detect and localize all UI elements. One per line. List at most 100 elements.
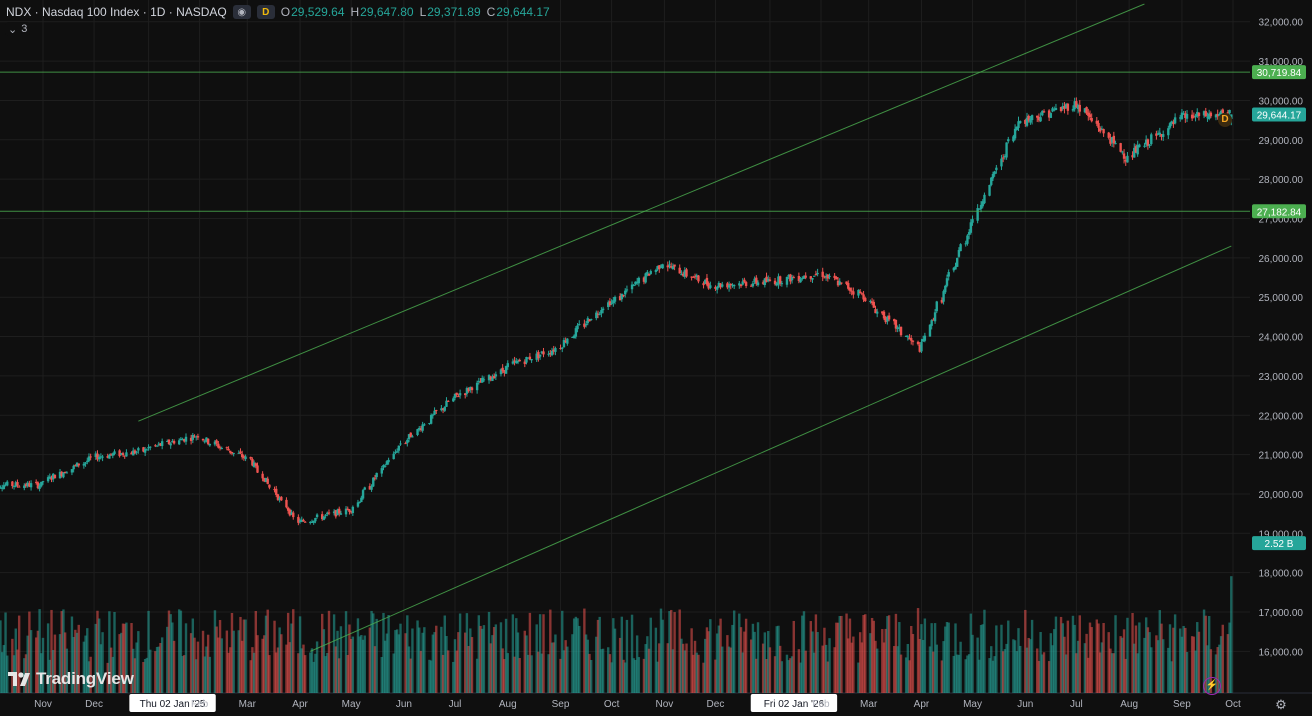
symbol-legend[interactable]: NDX · Nasdaq 100 Index · 1D · NASDAQ ◉ D… bbox=[6, 4, 550, 20]
candle-body bbox=[981, 201, 984, 207]
candle-body bbox=[1027, 115, 1030, 121]
volume-bar bbox=[504, 618, 508, 693]
d-badge[interactable]: D bbox=[256, 5, 275, 19]
volume-bar bbox=[109, 647, 113, 693]
volume-bar bbox=[768, 647, 772, 693]
volume-bar bbox=[1100, 642, 1104, 693]
volume-bar bbox=[525, 635, 528, 693]
candle-body bbox=[659, 266, 663, 268]
eye-icon[interactable]: ◉ bbox=[232, 5, 251, 19]
candle-body bbox=[656, 266, 659, 270]
volume-bar bbox=[1190, 636, 1194, 693]
volume-bar bbox=[1230, 576, 1233, 693]
volume-bar bbox=[1027, 637, 1030, 693]
candle-body bbox=[693, 276, 697, 278]
candle-body bbox=[147, 447, 150, 449]
candle-body bbox=[322, 516, 326, 520]
candle-body bbox=[630, 284, 634, 290]
indicators-toggle[interactable]: ⌄ 3 bbox=[5, 22, 31, 36]
low-value: 29,371.89 bbox=[427, 5, 481, 19]
candle-body bbox=[14, 482, 17, 487]
volume-bar bbox=[310, 648, 314, 693]
candle-body bbox=[1172, 122, 1175, 125]
candle-body bbox=[608, 301, 612, 306]
volume-bar bbox=[1095, 619, 1099, 693]
volume-bar bbox=[1087, 657, 1090, 693]
candle-body bbox=[574, 328, 578, 337]
candle-body bbox=[738, 283, 741, 286]
symbol-title[interactable]: NDX · Nasdaq 100 Index · 1D · NASDAQ bbox=[6, 5, 227, 19]
candle-body bbox=[850, 290, 853, 292]
y-tick-label: 17,000.00 bbox=[1259, 608, 1304, 619]
volume-bar bbox=[584, 634, 588, 693]
price-label-text: 27,182.84 bbox=[1257, 207, 1302, 218]
volume-bar bbox=[193, 637, 196, 693]
volume-bar bbox=[870, 617, 874, 693]
candle-body bbox=[1156, 133, 1160, 135]
volume-bar bbox=[613, 628, 617, 693]
volume-bar bbox=[375, 618, 378, 693]
volume-bar bbox=[166, 626, 169, 693]
candle-body bbox=[184, 436, 188, 442]
candle-body bbox=[288, 509, 292, 516]
candle-body bbox=[1214, 114, 1218, 118]
candle-body bbox=[1138, 144, 1141, 148]
lightning-icon[interactable]: ⚡ bbox=[1203, 677, 1221, 695]
candle-body bbox=[12, 485, 16, 487]
candle-body bbox=[644, 273, 647, 283]
candle-body bbox=[266, 478, 269, 484]
volume-bar bbox=[1013, 640, 1017, 693]
volume-bar bbox=[1053, 629, 1056, 693]
candle-body bbox=[824, 275, 828, 278]
volume-bar bbox=[988, 658, 991, 693]
candle-body bbox=[971, 219, 974, 223]
volume-bar bbox=[1097, 623, 1100, 693]
gear-icon[interactable]: ⚙ bbox=[1275, 697, 1287, 712]
volume-bar bbox=[1049, 633, 1053, 693]
volume-bar bbox=[154, 651, 157, 693]
candle-body bbox=[1054, 108, 1058, 110]
candle-body bbox=[976, 208, 979, 221]
volume-bar bbox=[695, 652, 698, 693]
candle-body bbox=[583, 323, 586, 327]
candle-body bbox=[206, 438, 210, 445]
low-label: L bbox=[419, 5, 427, 19]
volume-bar bbox=[824, 644, 828, 693]
candle-body bbox=[1053, 109, 1056, 111]
volume-bar bbox=[273, 620, 276, 693]
y-tick-label: 18,000.00 bbox=[1259, 569, 1304, 580]
candle-body bbox=[1194, 115, 1197, 117]
volume-bar bbox=[251, 647, 254, 693]
volume-bar bbox=[1206, 645, 1209, 693]
x-tick-highlight bbox=[129, 694, 216, 712]
candle-body bbox=[847, 283, 850, 289]
candle-body bbox=[898, 327, 901, 329]
volume-bar bbox=[399, 623, 402, 693]
volume-bar bbox=[588, 653, 591, 693]
y-tick-label: 25,000.00 bbox=[1259, 293, 1304, 304]
volume-bar bbox=[346, 655, 349, 693]
candle-body bbox=[160, 441, 164, 446]
candle-body bbox=[704, 279, 707, 284]
candle-body bbox=[491, 377, 494, 381]
candle-body bbox=[813, 275, 816, 277]
volume-bar bbox=[554, 634, 557, 693]
volume-bar bbox=[658, 643, 661, 693]
volume-bar bbox=[322, 629, 326, 693]
volume-bar bbox=[607, 647, 610, 693]
volume-bar bbox=[978, 659, 981, 693]
candle-body bbox=[361, 490, 365, 499]
candle-body bbox=[213, 441, 217, 445]
candle-body bbox=[120, 453, 123, 455]
dividend-event-marker[interactable]: D bbox=[1218, 113, 1232, 127]
candle-body bbox=[622, 295, 625, 297]
candle-body bbox=[16, 482, 19, 486]
volume-bar bbox=[41, 637, 45, 693]
volume-bar bbox=[506, 653, 509, 693]
volume-bar bbox=[511, 614, 515, 693]
volume-bar bbox=[348, 624, 351, 693]
tradingview-logo[interactable]: TradingView bbox=[8, 669, 134, 689]
candle-body bbox=[884, 317, 887, 323]
candle-body bbox=[1109, 138, 1112, 144]
